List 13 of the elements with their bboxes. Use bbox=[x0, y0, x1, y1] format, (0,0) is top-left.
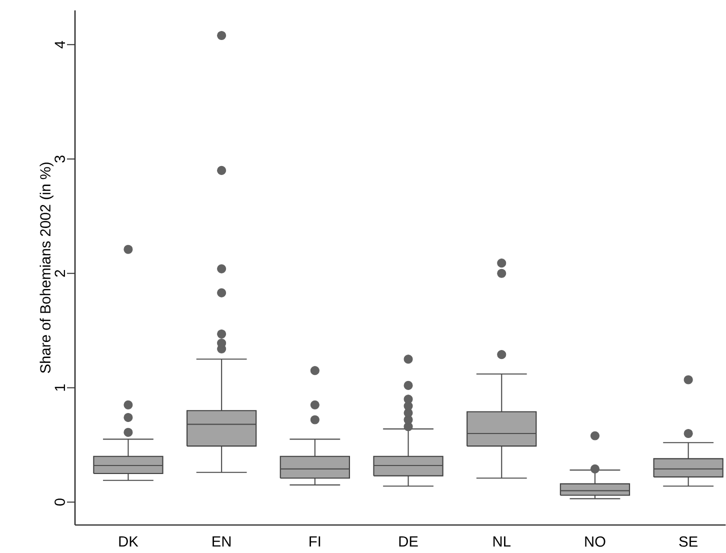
y-tick-label: 2 bbox=[54, 270, 65, 277]
x-tick-label: NL bbox=[493, 536, 511, 546]
x-tick-label: SE bbox=[679, 536, 698, 547]
x-tick-label: EN bbox=[212, 536, 231, 546]
x-tick-label: DE bbox=[399, 536, 418, 546]
y-tick-label: 0 bbox=[54, 498, 65, 506]
x-tick-label: NO bbox=[585, 536, 606, 547]
y-axis-title: Share of Bohemians 2002 (in %) bbox=[40, 162, 54, 373]
x-tick-label: FI bbox=[310, 536, 320, 546]
y-tick-label: 1 bbox=[54, 384, 65, 391]
x-tick-label: DK bbox=[119, 536, 138, 546]
y-tick-label: 4 bbox=[54, 41, 65, 48]
y-tick-label: 3 bbox=[54, 156, 65, 163]
